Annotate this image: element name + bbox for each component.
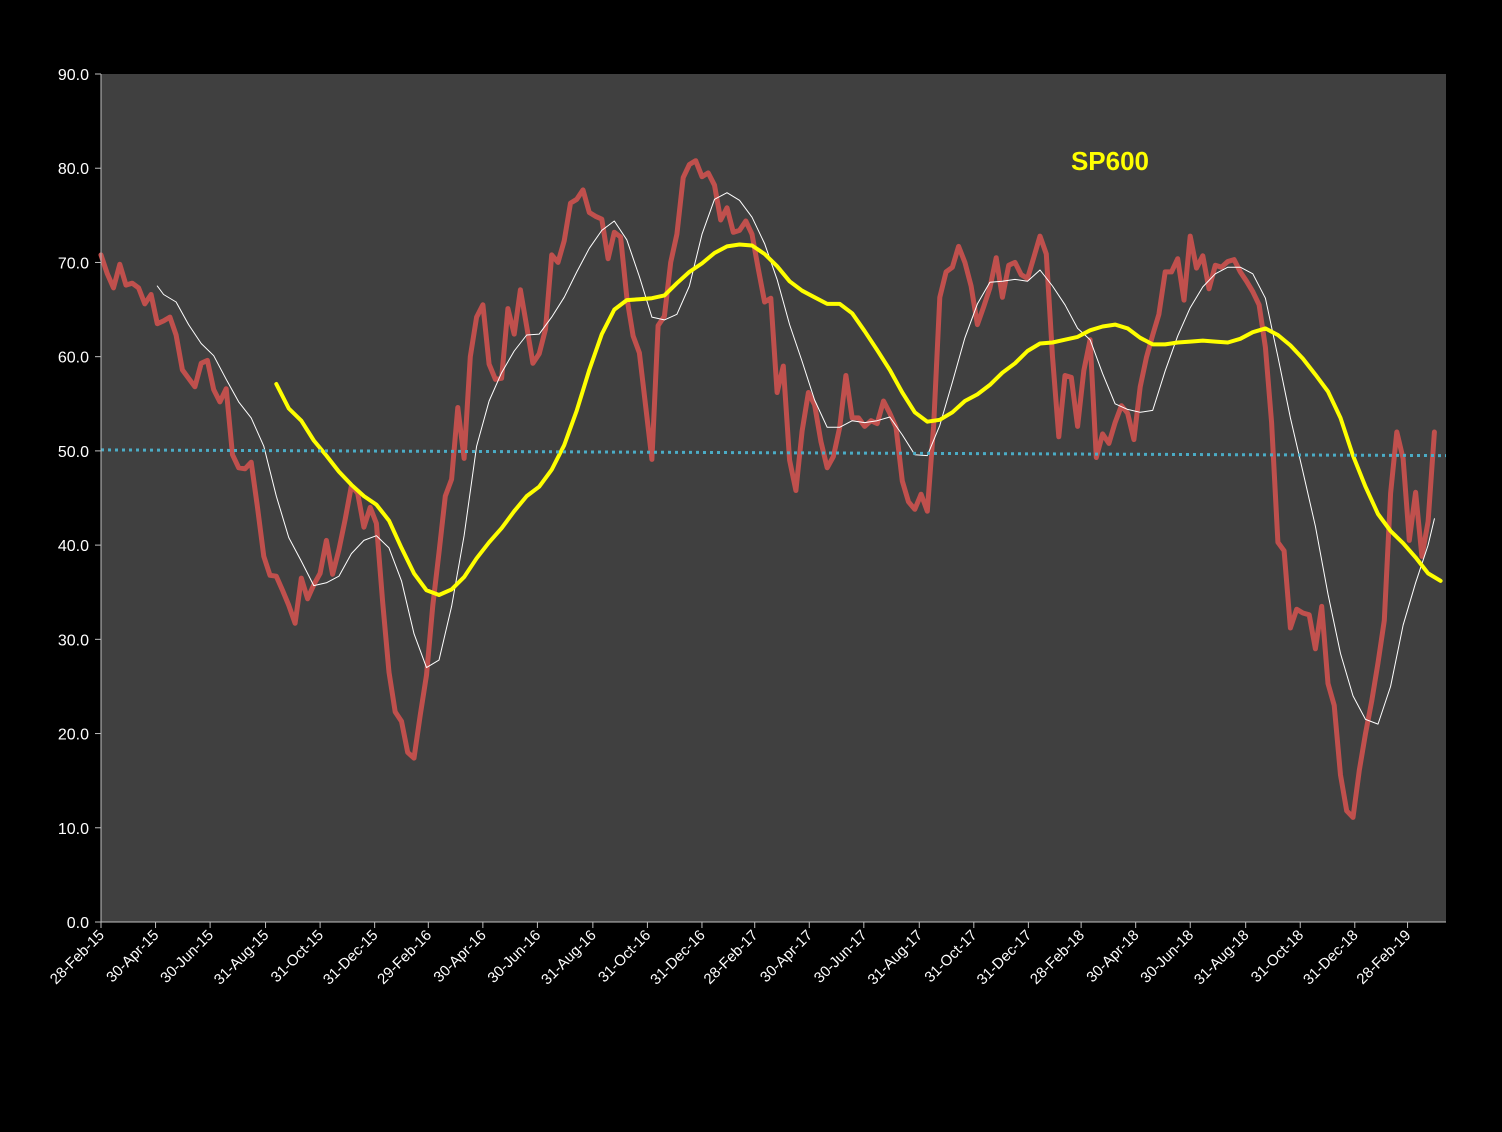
chart-title: SP600 — [1071, 146, 1149, 176]
series-line-3 — [274, 242, 1443, 597]
axes-layer — [95, 73, 1446, 928]
y-tick-label: 70.0 — [58, 255, 89, 272]
y-tick-label: 10.0 — [58, 821, 89, 838]
series-layer — [98, 158, 1447, 820]
series-line-2 — [156, 192, 1435, 725]
y-tick-label: 50.0 — [58, 444, 89, 461]
y-tick-label: 60.0 — [58, 350, 89, 367]
plot-area — [101, 74, 1446, 922]
y-tick-label: 90.0 — [58, 67, 89, 84]
y-tick-label: 40.0 — [58, 538, 89, 555]
y-tick-label: 80.0 — [58, 161, 89, 178]
y-tick-label: 20.0 — [58, 727, 89, 744]
y-tick-label: 0.0 — [67, 915, 89, 932]
y-tick-label: 30.0 — [58, 632, 89, 649]
series-line-4 — [100, 448, 1447, 458]
